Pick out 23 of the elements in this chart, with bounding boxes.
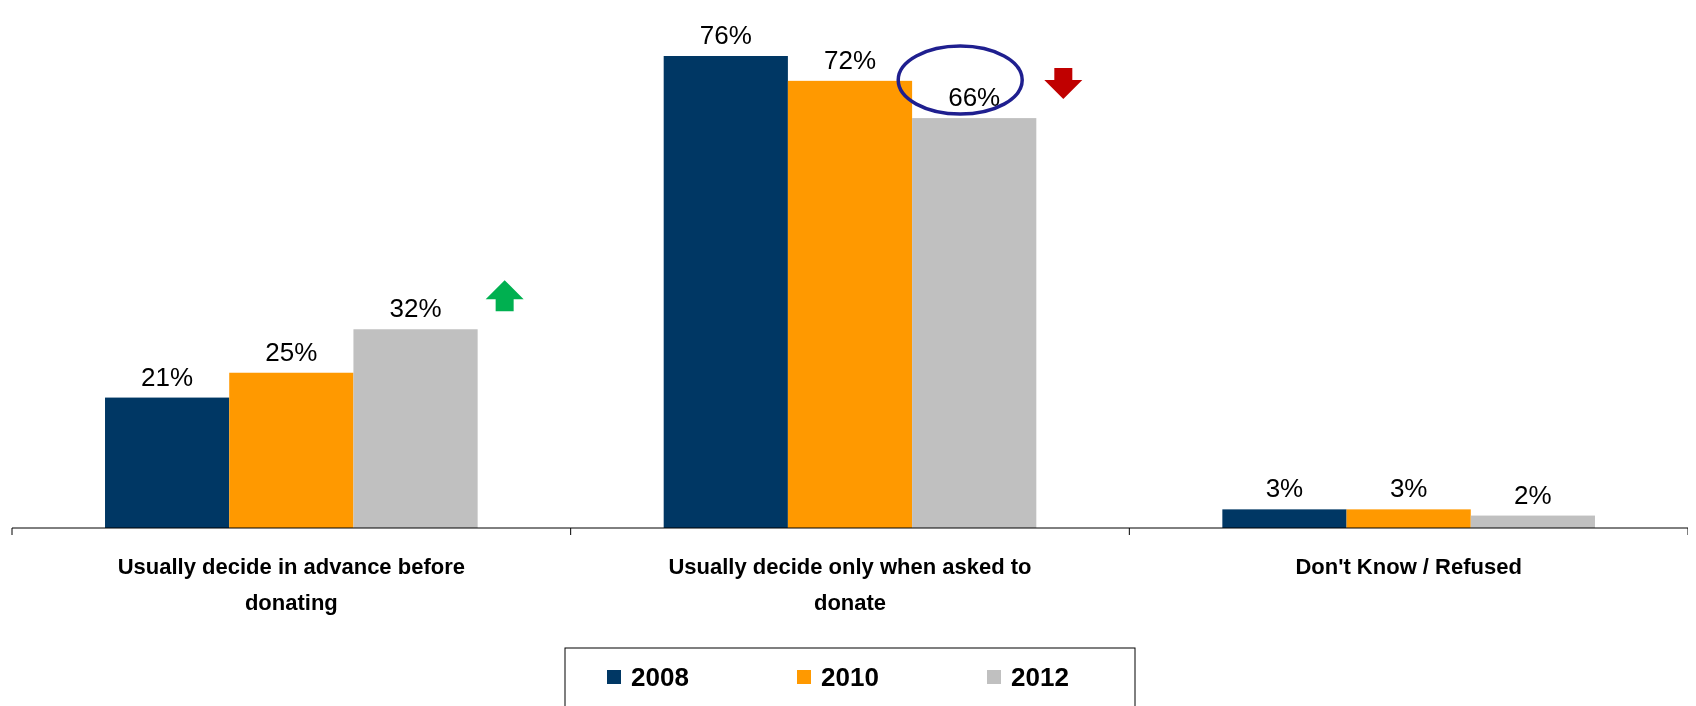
data-label: 25% <box>265 336 318 367</box>
x-tick-label: Usually decide only when asked to donate <box>668 554 1032 615</box>
legend-label: 2012 <box>1011 662 1069 692</box>
data-label: 3% <box>1265 473 1304 504</box>
data-label: 32% <box>389 293 442 324</box>
bar <box>229 372 354 528</box>
data-label: 21% <box>141 361 194 392</box>
bar <box>105 397 230 528</box>
data-label: 3% <box>1389 473 1428 504</box>
data-label: 2% <box>1514 479 1552 510</box>
bar <box>1222 509 1347 528</box>
data-label: 76% <box>699 20 752 50</box>
bar <box>663 56 788 528</box>
data-label: 72% <box>823 44 877 75</box>
bar <box>912 118 1037 528</box>
bar <box>787 80 913 528</box>
x-tick-label: Usually decide in advance before donating <box>117 554 465 615</box>
legend-label: 2008 <box>631 662 689 692</box>
data-label: 66% <box>948 82 1001 113</box>
x-tick-label: Don't Know / Refused <box>1295 554 1522 579</box>
bar <box>353 329 478 528</box>
legend-label: 2010 <box>821 662 879 692</box>
bar <box>1346 509 1471 528</box>
